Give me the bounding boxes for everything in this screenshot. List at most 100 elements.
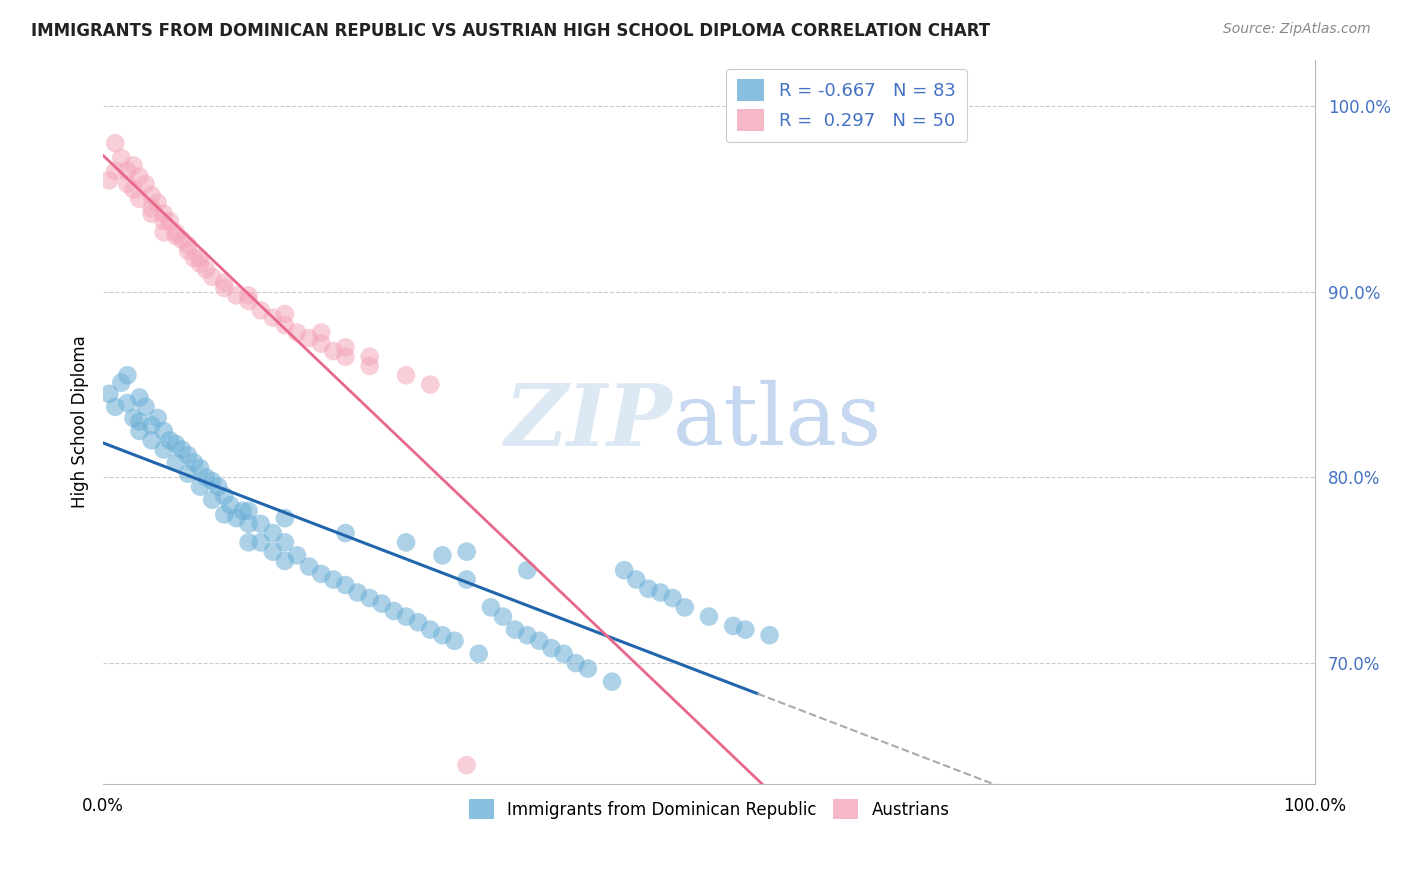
Point	[117, 164, 139, 178]
Point	[238, 293, 260, 308]
Point	[335, 350, 357, 364]
Point	[177, 238, 200, 252]
Point	[274, 535, 297, 549]
Point	[122, 411, 145, 425]
Point	[141, 207, 163, 221]
Point	[122, 183, 145, 197]
Point	[758, 628, 780, 642]
Point	[159, 214, 181, 228]
Point	[274, 554, 297, 568]
Point	[540, 641, 562, 656]
Point	[600, 674, 623, 689]
Point	[225, 511, 247, 525]
Point	[395, 609, 418, 624]
Text: IMMIGRANTS FROM DOMINICAN REPUBLIC VS AUSTRIAN HIGH SCHOOL DIPLOMA CORRELATION C: IMMIGRANTS FROM DOMINICAN REPUBLIC VS AU…	[31, 22, 990, 40]
Point	[165, 225, 187, 239]
Point	[117, 177, 139, 191]
Point	[214, 508, 236, 522]
Point	[117, 396, 139, 410]
Point	[322, 573, 344, 587]
Point	[335, 578, 357, 592]
Point	[613, 563, 636, 577]
Point	[128, 424, 150, 438]
Text: atlas: atlas	[672, 380, 882, 463]
Point	[201, 269, 224, 284]
Point	[170, 442, 193, 457]
Point	[626, 573, 648, 587]
Point	[492, 609, 515, 624]
Point	[104, 136, 127, 150]
Point	[262, 310, 284, 325]
Point	[274, 318, 297, 332]
Point	[165, 437, 187, 451]
Point	[188, 480, 211, 494]
Point	[564, 656, 586, 670]
Point	[152, 225, 174, 239]
Point	[165, 229, 187, 244]
Point	[456, 758, 478, 772]
Point	[177, 467, 200, 481]
Point	[135, 400, 157, 414]
Point	[128, 391, 150, 405]
Point	[183, 252, 205, 266]
Point	[214, 489, 236, 503]
Point	[141, 201, 163, 215]
Point	[146, 195, 169, 210]
Point	[309, 326, 332, 340]
Point	[637, 582, 659, 596]
Point	[335, 526, 357, 541]
Point	[503, 623, 526, 637]
Point	[238, 504, 260, 518]
Point	[285, 549, 308, 563]
Point	[117, 368, 139, 383]
Point	[141, 188, 163, 202]
Point	[479, 600, 502, 615]
Point	[238, 288, 260, 302]
Point	[516, 563, 538, 577]
Point	[110, 376, 132, 390]
Point	[274, 511, 297, 525]
Point	[165, 456, 187, 470]
Point	[298, 559, 321, 574]
Point	[128, 169, 150, 184]
Point	[195, 470, 218, 484]
Point	[110, 151, 132, 165]
Point	[395, 535, 418, 549]
Point	[419, 623, 441, 637]
Point	[104, 400, 127, 414]
Point	[152, 207, 174, 221]
Point	[673, 600, 696, 615]
Point	[238, 516, 260, 531]
Point	[249, 303, 271, 318]
Point	[225, 288, 247, 302]
Point	[432, 549, 454, 563]
Point	[406, 615, 429, 630]
Point	[274, 307, 297, 321]
Point	[395, 368, 418, 383]
Point	[141, 434, 163, 448]
Point	[128, 192, 150, 206]
Point	[516, 628, 538, 642]
Point	[128, 415, 150, 429]
Point	[529, 633, 551, 648]
Point	[238, 535, 260, 549]
Point	[135, 177, 157, 191]
Point	[177, 448, 200, 462]
Point	[468, 647, 491, 661]
Point	[443, 633, 465, 648]
Point	[650, 585, 672, 599]
Point	[201, 492, 224, 507]
Point	[177, 244, 200, 258]
Point	[249, 535, 271, 549]
Point	[104, 164, 127, 178]
Point	[195, 262, 218, 277]
Point	[141, 418, 163, 433]
Legend: Immigrants from Dominican Republic, Austrians: Immigrants from Dominican Republic, Aust…	[463, 792, 956, 826]
Point	[359, 591, 381, 605]
Point	[152, 442, 174, 457]
Point	[721, 619, 744, 633]
Point	[207, 480, 229, 494]
Point	[298, 331, 321, 345]
Point	[371, 597, 394, 611]
Point	[359, 359, 381, 373]
